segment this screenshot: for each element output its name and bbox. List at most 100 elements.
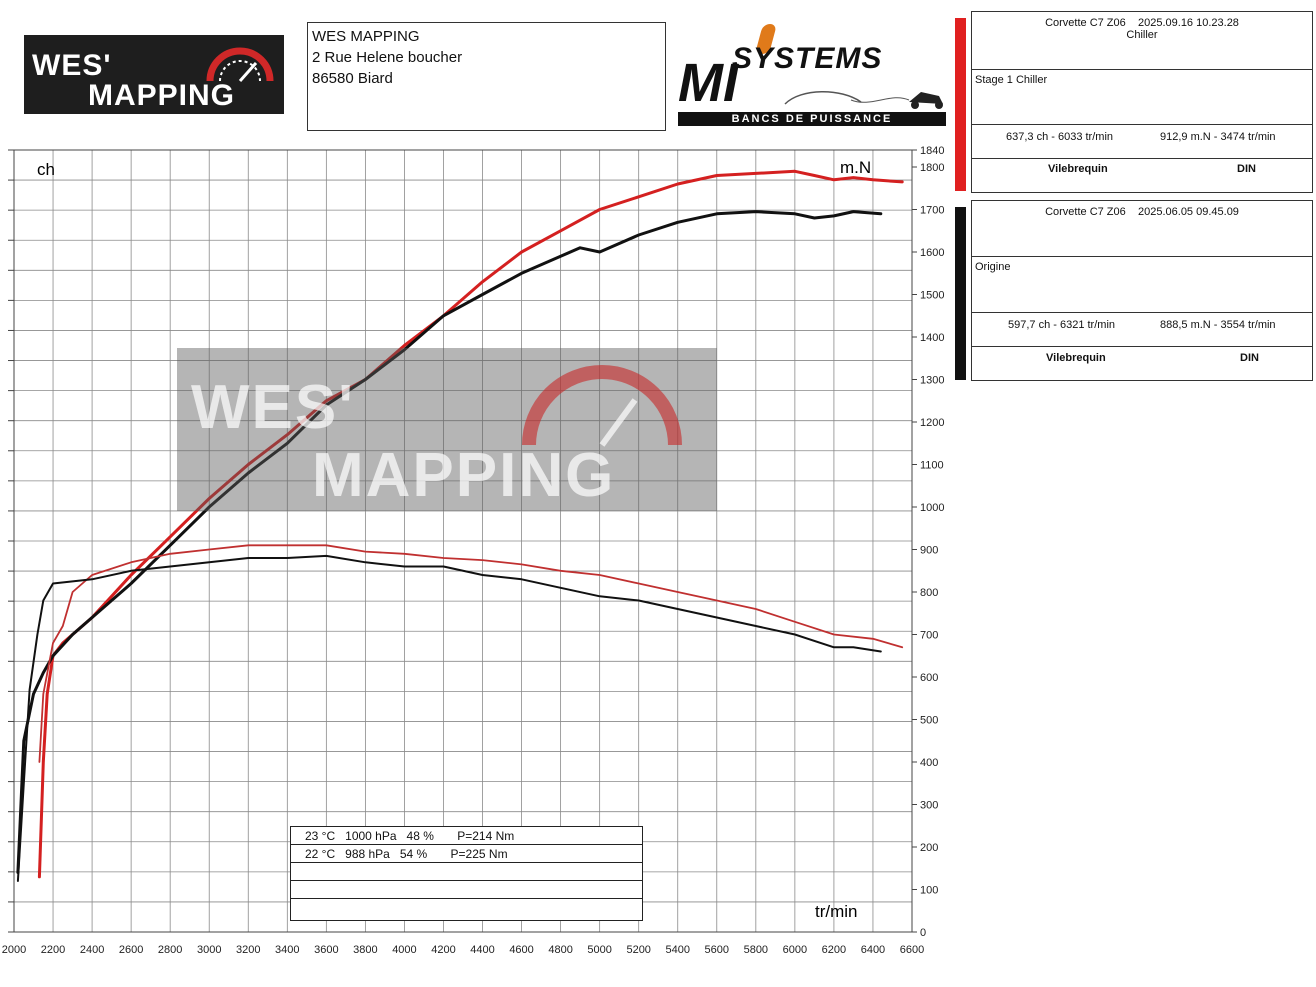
y-right-tick-label: 1200	[920, 417, 944, 429]
series-line-torque-origine	[16, 554, 882, 882]
y-right-tick-label: 1400	[920, 332, 944, 344]
y-right-tick-label: 200	[920, 842, 938, 854]
y-right-tick-label: 800	[920, 587, 938, 599]
x-tick-label: 4200	[431, 944, 455, 956]
y-right-tick-label: 900	[920, 545, 938, 557]
series-line-power-stage1	[37, 169, 904, 879]
run1-label-row: Stage 1 Chiller	[972, 70, 1312, 125]
run1-mode-row: Vilebrequin DIN	[972, 159, 1312, 193]
x-tick-label: 4400	[470, 944, 494, 956]
chart-axes: 2000 2200 2400 2600 2800 3000 3200 3400 3600 3800…	[2, 145, 945, 956]
y-left-axis-label: ch	[37, 160, 55, 179]
x-tick-label: 6600	[900, 944, 924, 956]
run2-header: Corvette C7 Z06 2025.06.05 09.45.09	[972, 201, 1312, 257]
x-tick-label: 2000	[2, 944, 26, 956]
y-right-tick-label: 1000	[920, 502, 944, 514]
run2-mode-row: Vilebrequin DIN	[972, 347, 1312, 381]
conditions-row: 23 °C 1000 hPa 48 % P=214 Nm	[291, 827, 642, 845]
run2-power: 597,7 ch - 6321 tr/min	[1008, 319, 1116, 331]
address-line-name: WES MAPPING	[312, 28, 420, 45]
watermark-line1: WES'	[191, 373, 355, 442]
run2-label-row: Origine	[972, 257, 1312, 313]
y-right-tick-label: 500	[920, 715, 938, 727]
car-bike-silhouette-icon	[784, 91, 943, 109]
conditions-row	[291, 881, 642, 899]
logo-mi-text: MI	[678, 53, 738, 113]
y-right-tick-label: 1800	[920, 162, 944, 174]
conditions-row: 22 °C 988 hPa 54 % P=225 Nm	[291, 845, 642, 863]
gauge-icon	[206, 47, 274, 82]
run1-values-row: 637,3 ch - 6033 tr/min 912,9 m.N - 3474 …	[972, 125, 1312, 159]
chart-series	[16, 169, 904, 882]
run1-label: Stage 1 Chiller	[975, 74, 1048, 86]
conditions-row	[291, 899, 642, 917]
y-right-tick-label: 300	[920, 800, 938, 812]
y-right-tick-label: 1700	[920, 205, 944, 217]
run1-vehicle: Corvette C7 Z06	[1045, 17, 1126, 29]
logo-systems-text: SYSTEMS	[732, 42, 883, 75]
run2-vehicle: Corvette C7 Z06	[1045, 206, 1126, 218]
run2-torque: 888,5 m.N - 3554 tr/min	[1160, 319, 1276, 331]
y-right-tick-label: 1100	[920, 460, 944, 472]
run1-mode: Vilebrequin	[1048, 163, 1108, 175]
logo-text-line1: WES'	[32, 49, 112, 82]
y-right-tick-label: 1600	[920, 247, 944, 259]
x-tick-label: 5000	[587, 944, 611, 956]
logo-text-line2: MAPPING	[88, 79, 236, 112]
address-line-street: 2 Rue Helene boucher	[312, 49, 463, 66]
y-right-tick-label: 100	[920, 885, 938, 897]
y-right-tick-label: 1500	[920, 290, 944, 302]
run2-label: Origine	[975, 261, 1011, 273]
x-tick-label: 6400	[861, 944, 885, 956]
y-right-tick-label: 1300	[920, 375, 944, 387]
x-tick-label: 3600	[314, 944, 338, 956]
run2-datetime: 2025.06.05 09.45.09	[1138, 206, 1239, 218]
x-tick-label: 5800	[744, 944, 768, 956]
y-right-tick-label: 400	[920, 757, 938, 769]
run2-values-row: 597,7 ch - 6321 tr/min 888,5 m.N - 3554 …	[972, 313, 1312, 347]
series-line-power-origine	[16, 210, 883, 874]
x-tick-label: 3800	[353, 944, 377, 956]
y-right-axis-label: m.N	[840, 158, 871, 177]
address-box: WES MAPPING 2 Rue Helene boucher 86580 B…	[307, 22, 666, 131]
chart-grid	[13, 149, 913, 933]
x-tick-label: 3000	[197, 944, 221, 956]
x-tick-label: 5200	[626, 944, 650, 956]
y-right-tick-label: 1840	[920, 145, 944, 157]
watermark-gauge-icon	[522, 365, 682, 447]
run2-mode: Vilebrequin	[1046, 352, 1106, 364]
x-tick-label: 2800	[158, 944, 182, 956]
watermark: WES' MAPPING	[177, 348, 717, 511]
series-line-torque-stage1	[38, 544, 904, 763]
y-right-tick-label: 600	[920, 672, 938, 684]
run1-header: Corvette C7 Z06 2025.09.16 10.23.28 Chil…	[972, 12, 1312, 70]
run1-color-bar	[955, 18, 966, 191]
run1-power: 637,3 ch - 6033 tr/min	[1006, 131, 1114, 143]
y-right-tick-label: 700	[920, 630, 938, 642]
mi-systems-logo: MI SYSTEMS BANCS DE PUISSANCE	[676, 22, 951, 130]
x-tick-label: 2200	[41, 944, 65, 956]
y-right-tick-label: 0	[920, 927, 926, 939]
run1-sub: Chiller	[1126, 29, 1158, 41]
x-tick-label: 6000	[783, 944, 807, 956]
wes-mapping-logo: WES' MAPPING	[24, 35, 284, 114]
x-tick-label: 2600	[119, 944, 143, 956]
x-tick-label: 3400	[275, 944, 299, 956]
x-tick-label: 3200	[236, 944, 260, 956]
conditions-row	[291, 863, 642, 881]
run2-legend: Corvette C7 Z06 2025.06.05 09.45.09 Orig…	[971, 200, 1313, 381]
x-tick-label: 4600	[509, 944, 533, 956]
x-tick-label: 5600	[705, 944, 729, 956]
run2-color-bar	[955, 207, 966, 380]
x-tick-label: 4000	[392, 944, 416, 956]
x-tick-label: 6200	[822, 944, 846, 956]
run1-norm: DIN	[1237, 163, 1256, 175]
run2-norm: DIN	[1240, 352, 1259, 364]
run1-legend: Corvette C7 Z06 2025.09.16 10.23.28 Chil…	[971, 11, 1313, 193]
run1-torque: 912,9 m.N - 3474 tr/min	[1160, 131, 1276, 143]
address-line-city: 86580 Biard	[312, 70, 393, 87]
watermark-line2: MAPPING	[312, 441, 616, 510]
conditions-table: 23 °C 1000 hPa 48 % P=214 Nm 22 °C 988 h…	[290, 826, 643, 921]
run1-datetime: 2025.09.16 10.23.28	[1138, 17, 1239, 29]
